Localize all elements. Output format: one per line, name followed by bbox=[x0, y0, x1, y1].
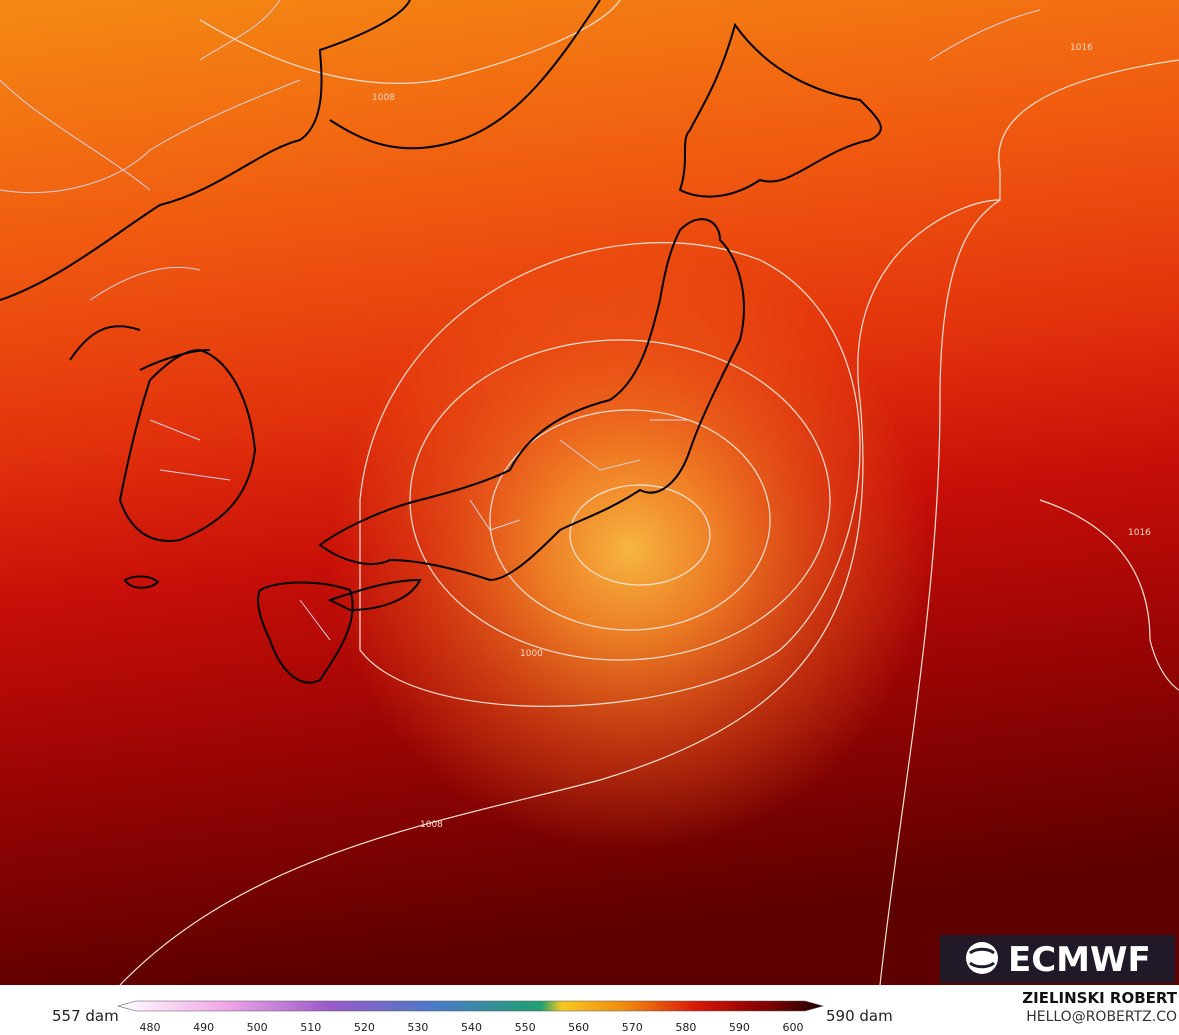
logo-text: ECMWF bbox=[1008, 940, 1151, 980]
logo: ECMWF bbox=[940, 935, 1175, 983]
legend-min-label: 557 dam bbox=[52, 1007, 119, 1025]
colorbar-tick-label: 550 bbox=[515, 1021, 536, 1034]
isobars bbox=[119, 0, 1179, 986]
isobar-label: 1016 bbox=[1128, 528, 1151, 538]
colorbar-tick-label: 500 bbox=[247, 1021, 268, 1034]
contour-labels: 1016 1008 1000 1016 1008 bbox=[372, 43, 1151, 830]
coastlines bbox=[0, 0, 882, 684]
colorbar-tick-label: 600 bbox=[783, 1021, 804, 1034]
credit-email: HELLO@ROBERTZ.CO bbox=[1026, 1009, 1177, 1025]
isobar-label: 1000 bbox=[520, 649, 543, 659]
legend: 557 dam 590 dam ZIELINSKI ROBERT HELLO@R… bbox=[52, 989, 1178, 1034]
colorbar-tick-label: 530 bbox=[407, 1021, 428, 1034]
colorbar-tick-label: 560 bbox=[568, 1021, 589, 1034]
map: 1016 1008 1000 1016 1008 ECMWF bbox=[0, 0, 1179, 986]
low-pressure-core bbox=[0, 0, 1179, 985]
colorbar-tick-label: 480 bbox=[140, 1021, 161, 1034]
colorbar-tick-label: 540 bbox=[461, 1021, 482, 1034]
colorbar-tick-label: 510 bbox=[300, 1021, 321, 1034]
borders bbox=[0, 0, 1041, 641]
colorbar-tick-label: 490 bbox=[193, 1021, 214, 1034]
colorbar-tick-label: 580 bbox=[675, 1021, 696, 1034]
credit-name: ZIELINSKI ROBERT bbox=[1022, 989, 1177, 1007]
colorbar-tick-label: 570 bbox=[622, 1021, 643, 1034]
isobar-label: 1008 bbox=[420, 820, 443, 830]
isobar-label: 1008 bbox=[372, 93, 395, 103]
legend-max-label: 590 dam bbox=[826, 1007, 893, 1025]
colorbar-tick-label: 590 bbox=[729, 1021, 750, 1034]
colorbar-tick-label: 520 bbox=[354, 1021, 375, 1034]
colorbar bbox=[116, 1000, 825, 1012]
isobar-label: 1016 bbox=[1070, 43, 1093, 53]
